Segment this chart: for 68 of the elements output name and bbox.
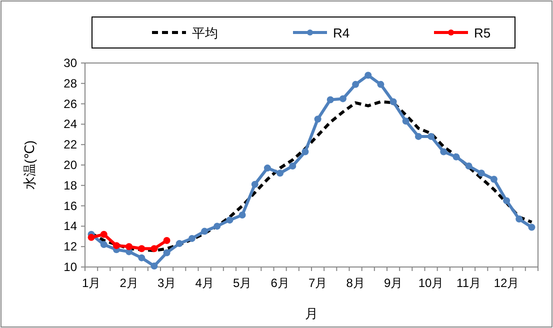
point xyxy=(364,72,372,79)
point xyxy=(352,80,360,88)
point xyxy=(516,216,523,223)
point xyxy=(428,132,435,140)
y-tick-label: 22 xyxy=(64,138,78,152)
legend-label: 平均 xyxy=(192,26,218,40)
point xyxy=(251,180,258,188)
x-tick-label: 7月 xyxy=(308,276,328,290)
y-axis-title: 水温(℃) xyxy=(22,140,37,190)
point xyxy=(163,249,170,256)
point xyxy=(100,230,108,238)
y-tick-label: 24 xyxy=(64,117,78,132)
point xyxy=(163,236,170,244)
point xyxy=(440,148,448,156)
point xyxy=(188,234,196,242)
point xyxy=(150,245,158,252)
point xyxy=(150,262,158,270)
point xyxy=(176,240,183,248)
point xyxy=(414,132,422,140)
y-tick-label: 18 xyxy=(64,178,78,192)
point xyxy=(390,98,397,106)
x-axis-title: 月 xyxy=(305,306,318,321)
y-tick-label: 12 xyxy=(64,240,78,254)
point xyxy=(226,216,234,224)
y-tick-label: 20 xyxy=(64,158,78,172)
x-tick-label: 8月 xyxy=(346,276,365,290)
point xyxy=(503,197,510,204)
x-tick-label: 4月 xyxy=(195,276,214,290)
point xyxy=(88,234,95,241)
point xyxy=(138,245,146,252)
legend-label: R5 xyxy=(474,26,491,40)
x-tick-label: 9月 xyxy=(384,276,403,290)
point xyxy=(201,228,208,235)
x-tick-label: 5月 xyxy=(232,276,252,290)
point xyxy=(238,211,246,218)
x-tick-label: 11月 xyxy=(456,276,482,290)
point xyxy=(528,224,536,231)
x-tick-label: 3月 xyxy=(157,276,176,290)
y-tick-label: 30 xyxy=(64,56,78,70)
y-tick-label: 14 xyxy=(64,219,78,234)
point xyxy=(326,96,334,104)
point xyxy=(314,116,322,123)
point xyxy=(138,254,146,262)
point xyxy=(112,242,120,250)
point xyxy=(289,162,296,170)
point xyxy=(276,170,284,177)
x-tick-label: 10月 xyxy=(418,276,444,290)
x-tick-label: 2月 xyxy=(120,276,138,290)
y-tick-label: 28 xyxy=(64,76,78,90)
y-tick-label: 26 xyxy=(64,96,78,111)
point xyxy=(214,222,221,230)
point xyxy=(465,162,472,170)
point xyxy=(264,164,271,172)
y-tick-label: 16 xyxy=(64,198,78,213)
x-tick-label: 12月 xyxy=(494,276,520,290)
point xyxy=(100,241,108,248)
point xyxy=(377,80,384,88)
point xyxy=(402,118,410,125)
point xyxy=(490,176,498,183)
point xyxy=(339,95,346,102)
y-tick-label: 10 xyxy=(64,260,78,274)
point xyxy=(452,153,460,160)
point xyxy=(302,148,309,156)
x-tick-label: 1月 xyxy=(82,276,101,290)
legend-label: R4 xyxy=(333,26,350,40)
x-tick-label: 6月 xyxy=(270,276,290,290)
point xyxy=(126,243,133,250)
point xyxy=(478,170,485,177)
